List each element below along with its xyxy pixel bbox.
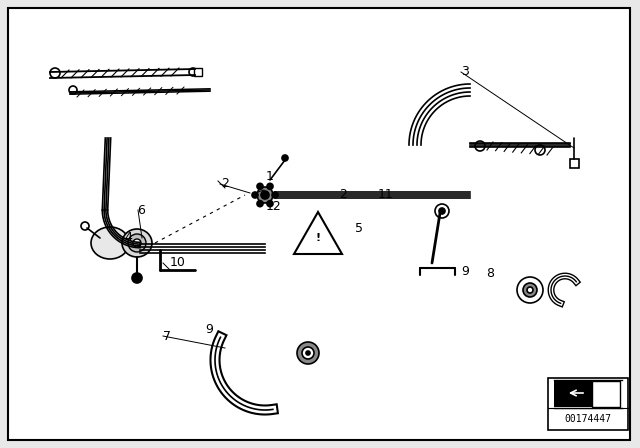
Circle shape [306, 351, 310, 355]
Bar [554, 381, 592, 407]
Circle shape [257, 187, 273, 203]
Text: 3: 3 [461, 65, 468, 78]
Circle shape [523, 283, 537, 297]
Bar [194, 68, 202, 76]
Text: 9: 9 [205, 323, 212, 336]
Circle shape [435, 204, 449, 218]
Circle shape [267, 201, 273, 207]
Text: 4: 4 [125, 231, 132, 244]
Circle shape [475, 141, 485, 151]
Text: 7: 7 [163, 329, 172, 343]
Ellipse shape [133, 239, 141, 247]
Circle shape [297, 342, 319, 364]
Text: !: ! [316, 233, 321, 243]
Ellipse shape [128, 234, 146, 252]
Text: 10: 10 [170, 255, 186, 269]
Circle shape [69, 86, 77, 94]
Polygon shape [294, 212, 342, 254]
Circle shape [282, 155, 288, 161]
Circle shape [517, 277, 543, 303]
Bar [592, 381, 620, 407]
Text: 00174447: 00174447 [564, 414, 611, 424]
Text: 11: 11 [378, 188, 394, 202]
Circle shape [527, 287, 533, 293]
Text: 9: 9 [461, 264, 468, 278]
Circle shape [81, 222, 89, 230]
Circle shape [261, 191, 269, 199]
Text: 2: 2 [221, 177, 228, 190]
Circle shape [267, 183, 273, 190]
Circle shape [50, 68, 60, 78]
Circle shape [535, 145, 545, 155]
Circle shape [272, 192, 278, 198]
Text: 8: 8 [486, 267, 494, 280]
Ellipse shape [91, 227, 129, 259]
Circle shape [189, 68, 197, 76]
Text: 6: 6 [138, 204, 145, 217]
Bar [548, 378, 628, 430]
Text: 2: 2 [339, 188, 347, 202]
Circle shape [257, 201, 263, 207]
Text: 5: 5 [355, 222, 364, 235]
Text: 12: 12 [266, 200, 282, 214]
Text: 1: 1 [266, 170, 273, 184]
Ellipse shape [122, 229, 152, 257]
Circle shape [257, 183, 263, 190]
Circle shape [439, 208, 445, 214]
Circle shape [302, 347, 314, 359]
Bar [570, 159, 579, 168]
Circle shape [252, 192, 258, 198]
Circle shape [132, 273, 142, 283]
